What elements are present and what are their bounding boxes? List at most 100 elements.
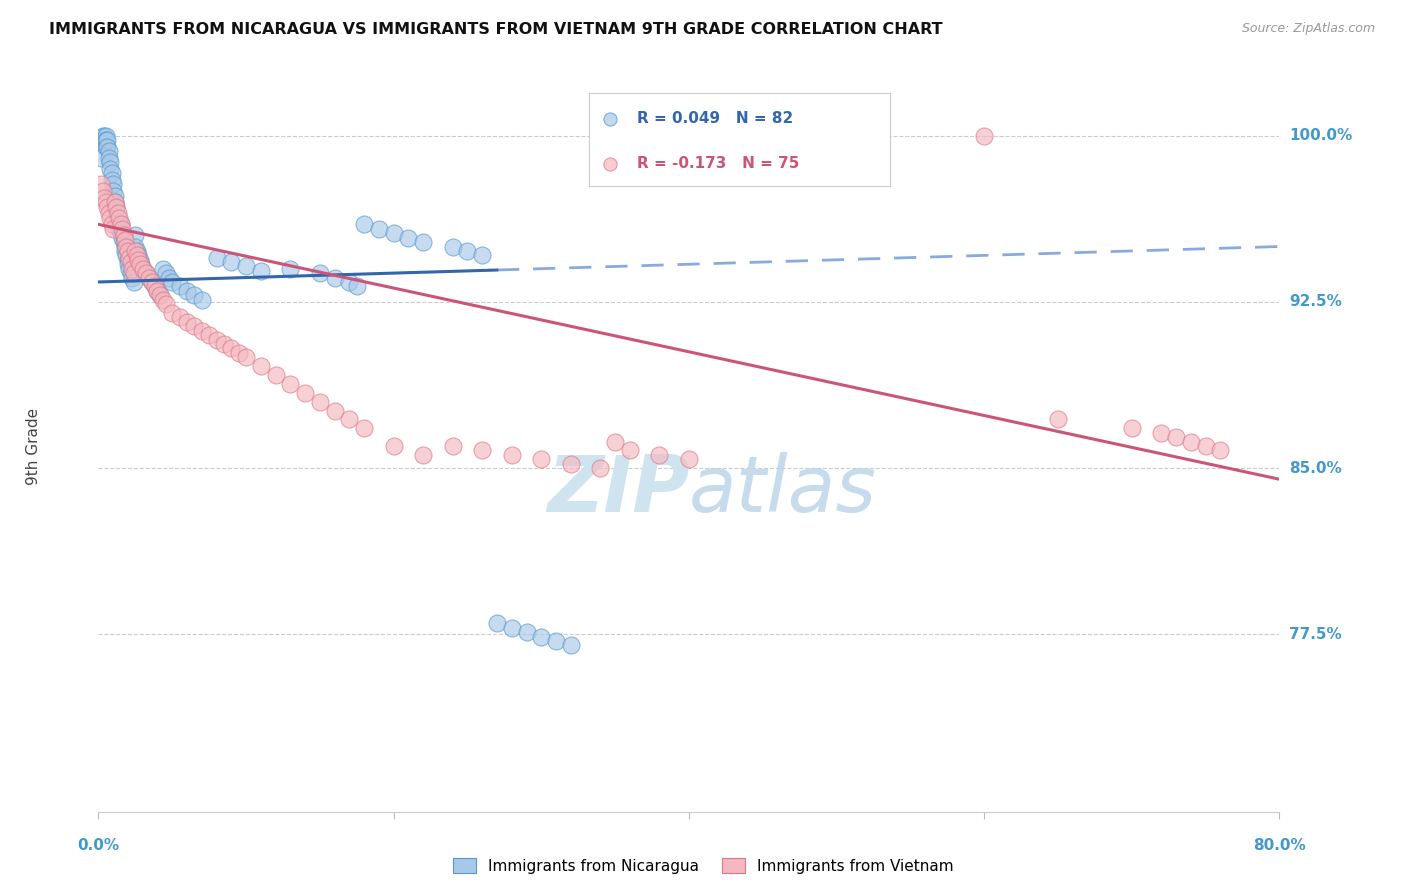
Legend: Immigrants from Nicaragua, Immigrants from Vietnam: Immigrants from Nicaragua, Immigrants fr… [447,852,959,880]
Point [96,140,118,154]
Point [120,255,142,269]
Point [198,328,221,343]
Point [118,251,141,265]
Point [128,257,150,271]
Point [412,235,434,249]
Point [441,439,464,453]
Point [91,184,114,198]
Point [96,133,118,147]
Point [191,324,214,338]
Point [560,457,582,471]
Point [143,279,166,293]
Point [250,264,273,278]
Point [90,178,112,192]
Point [122,266,145,280]
Point [141,275,163,289]
Point [530,630,553,644]
Point [1046,412,1070,426]
Point [108,211,131,225]
Point [228,346,250,360]
Point [103,221,125,235]
Point [560,639,582,653]
Point [471,443,494,458]
Point [1209,443,1232,458]
Point [412,448,434,462]
Point [546,634,568,648]
Point [100,173,122,187]
Point [117,252,139,267]
Point [250,359,273,374]
Point [486,616,509,631]
Point [117,257,139,271]
Point [127,252,149,267]
Point [169,310,191,325]
Point [138,270,160,285]
Point [107,206,129,220]
Point [97,145,120,159]
Point [118,261,141,276]
Point [94,128,117,143]
Point [176,315,198,329]
Point [235,260,257,274]
Point [619,443,641,458]
Point [441,239,464,253]
Point [589,461,612,475]
Point [97,206,120,220]
Point [112,235,135,249]
Point [115,239,138,253]
Point [280,376,302,391]
Point [125,248,148,262]
Point [128,252,150,267]
Point [309,394,332,409]
Point [94,195,117,210]
Point [176,284,198,298]
Point [94,140,117,154]
Point [162,275,183,289]
Text: IMMIGRANTS FROM NICARAGUA VS IMMIGRANTS FROM VIETNAM 9TH GRADE CORRELATION CHART: IMMIGRANTS FROM NICARAGUA VS IMMIGRANTS … [49,22,943,37]
Point [105,200,128,214]
Point [280,261,302,276]
Point [124,228,146,243]
Point [155,297,177,311]
Point [121,261,143,276]
Point [323,403,346,417]
Point [353,218,375,232]
Point [91,128,114,143]
Point [93,128,115,143]
Point [107,218,129,232]
Point [162,306,183,320]
Point [157,270,180,285]
Point [323,270,346,285]
Point [382,439,405,453]
Point [125,244,148,258]
Point [169,279,191,293]
Point [1121,421,1143,435]
Point [1166,430,1188,444]
Point [124,239,146,253]
Point [152,261,174,276]
Point [973,128,995,143]
Point [212,337,235,351]
Point [309,266,332,280]
Point [1150,425,1173,440]
Point [108,221,131,235]
Point [98,161,121,176]
Point [382,226,405,240]
Point [155,266,177,280]
Text: 85.0%: 85.0% [1289,460,1341,475]
Point [149,288,172,302]
Point [129,257,152,271]
Text: Source: ZipAtlas.com: Source: ZipAtlas.com [1241,22,1375,36]
Point [221,255,243,269]
Text: ZIP: ZIP [547,452,689,528]
Text: atlas: atlas [689,452,877,528]
Point [114,233,136,247]
Point [110,226,132,240]
Point [648,448,671,462]
Point [146,284,169,298]
Point [121,270,143,285]
Point [501,448,523,462]
Point [146,284,169,298]
Point [678,452,700,467]
Point [96,200,118,214]
